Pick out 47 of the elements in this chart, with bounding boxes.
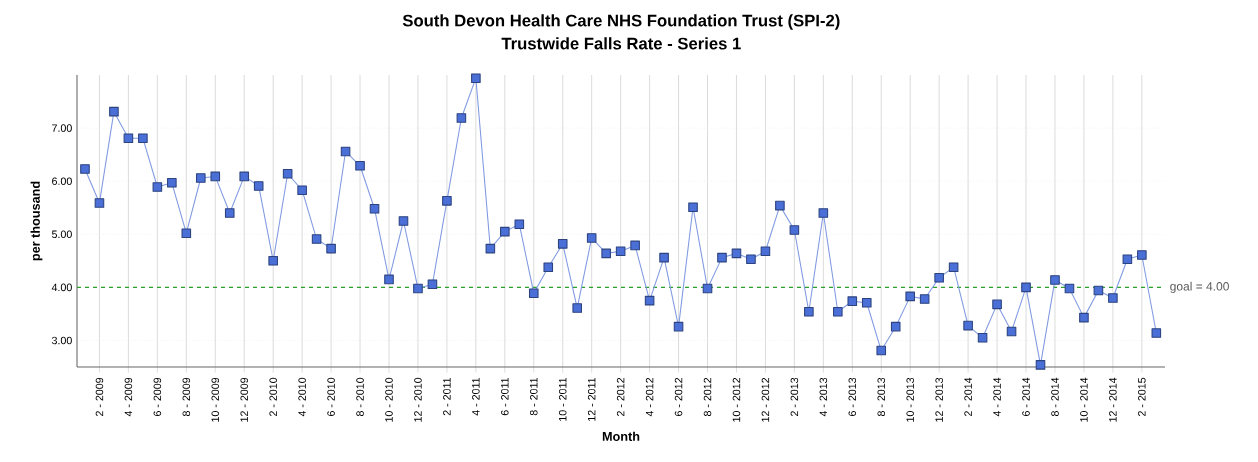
chart-subtitle: Trustwide Falls Rate - Series 1: [501, 37, 741, 50]
x-tick-label: 10 - 2010: [385, 377, 393, 422]
x-tick-label: 8 - 2014: [1051, 377, 1059, 417]
x-tick-label: 2 - 2010: [269, 377, 277, 416]
chart-title: South Devon Health Care NHS Foundation Trust (SPI-2): [402, 14, 840, 30]
x-tick-label: 8 - 2012: [703, 377, 712, 417]
x-tick-label: 4 - 2009: [124, 377, 133, 417]
x-tick-label: 12 - 2013: [935, 377, 943, 422]
x-tick-label: 10 - 2012: [732, 377, 741, 422]
x-tick-label: 2 - 2014: [964, 377, 972, 416]
x-tick-label: 10 - 2009: [211, 377, 220, 422]
y-tick-label: 5.00: [51, 230, 72, 239]
x-tick-label: 4 - 2010: [298, 377, 306, 417]
ref-line-label: goal = 4.00: [1170, 281, 1229, 293]
x-tick-label: 8 - 2010: [356, 377, 364, 417]
x-tick-label: 10 - 2013: [906, 377, 914, 422]
x-tick-label: 12 - 2011: [587, 377, 596, 421]
x-tick-label: 8 - 2013: [877, 377, 886, 417]
x-tick-label: 2 - 2009: [95, 377, 104, 416]
x-tick-label: 6 - 2012: [674, 377, 683, 416]
x-tick-label: 12 - 2012: [761, 377, 770, 422]
x-axis-title: Month: [602, 431, 640, 441]
x-tick-label: 4 - 2014: [993, 377, 1001, 417]
x-tick-label: 8 - 2009: [182, 377, 191, 417]
y-tick-label: 3.00: [51, 336, 72, 345]
x-tick-label: 12 - 2010: [414, 377, 422, 422]
x-tick-label: 10 - 2014: [1080, 377, 1088, 422]
x-tick-label: 2 - 2015: [1138, 377, 1146, 416]
x-tick-label: 4 - 2012: [645, 377, 654, 417]
x-tick-label: 2 - 2011: [443, 377, 451, 416]
x-tick-label: 6 - 2014: [1022, 377, 1030, 416]
x-tick-label: 4 - 2013: [819, 377, 828, 417]
x-tick-label: 4 - 2011: [472, 377, 480, 416]
x-tick-label: 2 - 2013: [790, 377, 799, 416]
x-tick-label: 8 - 2011: [530, 377, 538, 416]
y-tick-label: 4.00: [51, 283, 72, 292]
y-tick-label: 7.00: [52, 124, 72, 132]
x-tick-label: 10 - 2011: [558, 377, 567, 421]
x-tick-label: 6 - 2010: [327, 377, 335, 416]
x-tick-label: 2 - 2012: [616, 377, 625, 416]
x-tick-label: 12 - 2014: [1109, 377, 1117, 422]
y-axis-title: per thousand: [30, 181, 43, 261]
y-tick-label: 6.00: [52, 177, 72, 185]
x-tick-label: 6 - 2009: [153, 377, 162, 416]
x-tick-label: 6 - 2011: [501, 377, 509, 416]
x-tick-label: 6 - 2013: [848, 377, 857, 416]
x-tick-label: 12 - 2009: [240, 377, 248, 422]
